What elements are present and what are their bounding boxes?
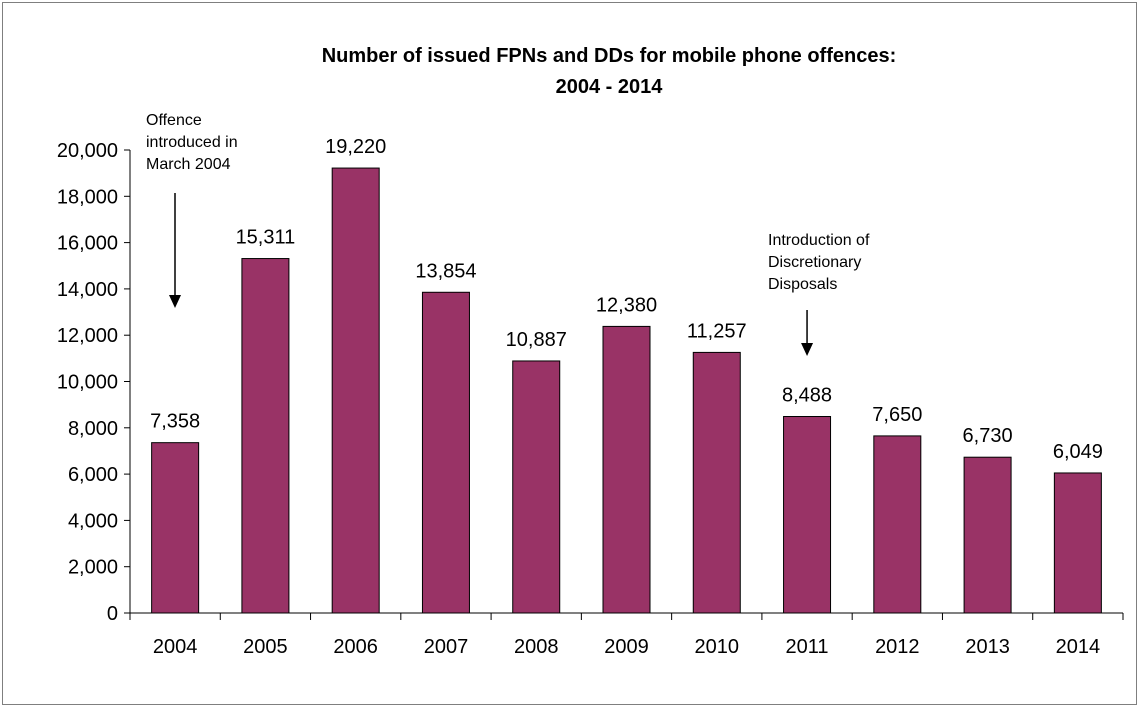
bar [602, 325, 651, 614]
x-tick-label: 2004 [153, 636, 198, 658]
y-tick-label: 8,000 [68, 418, 118, 440]
y-tick-label: 6,000 [68, 464, 118, 486]
data-label: 7,358 [150, 411, 200, 433]
data-label: 13,854 [415, 260, 476, 282]
y-tick-label: 14,000 [57, 279, 118, 301]
annotation-arrow-head [169, 295, 181, 308]
y-tick-label: 20,000 [57, 140, 118, 162]
data-label: 19,220 [325, 136, 386, 158]
data-label: 12,380 [596, 294, 657, 316]
y-axis: 0 2,000 4,000 6,000 8,000 10,000 12,000 14,000 1… [57, 140, 131, 625]
bar [963, 456, 1012, 614]
annotation-text: Disposals [768, 276, 837, 293]
chart-title-line-2: 2004 - 2014 [556, 76, 664, 98]
annotation-text: introduced in [146, 134, 238, 151]
annotations: Offence introduced in March 2004 Introducti… [146, 112, 870, 356]
value-labels: 7,358 15,311 19,220 13,854 10,887 12,380 11,25… [150, 136, 1103, 463]
x-tick-label: 2012 [875, 636, 920, 658]
y-tick-label: 18,000 [57, 186, 118, 208]
y-tick-label: 16,000 [57, 233, 118, 255]
annotation: Offence introduced in March 2004 [146, 112, 238, 308]
x-tick-label: 2011 [786, 636, 829, 658]
data-label: 6,049 [1053, 441, 1103, 463]
y-tick-label: 0 [107, 603, 118, 625]
y-tick-label: 2,000 [68, 557, 118, 579]
x-tick-label: 2005 [243, 636, 288, 658]
x-tick-label: 2009 [604, 636, 649, 658]
x-tick-label: 2010 [695, 636, 740, 658]
x-tick-label: 2007 [424, 636, 469, 658]
bar [692, 351, 741, 614]
data-label: 10,887 [506, 329, 567, 351]
x-tick-label: 2006 [333, 636, 378, 658]
data-label: 11,257 [687, 320, 747, 342]
x-tick-label: 2014 [1056, 636, 1101, 658]
y-tick-label: 12,000 [57, 325, 118, 347]
bar [331, 167, 380, 614]
y-tick-label: 4,000 [68, 510, 118, 532]
y-tick-label: 10,000 [57, 372, 118, 394]
annotation: Introduction of Discretionary Disposals [768, 232, 870, 356]
data-label: 15,311 [236, 227, 296, 249]
annotation-text: Offence [146, 112, 202, 129]
bar [1053, 472, 1102, 614]
data-label: 7,650 [872, 404, 922, 426]
bar [241, 258, 290, 614]
bar [421, 291, 470, 614]
data-label: 8,488 [782, 385, 832, 407]
bar [873, 435, 922, 614]
bar [151, 442, 200, 614]
bar [512, 360, 561, 614]
data-label: 6,730 [963, 425, 1013, 447]
x-axis: 2004 2005 2006 2007 2008 2009 2010 2011 2012 2013… [129, 612, 1124, 658]
bar [783, 416, 832, 614]
x-tick-label: 2008 [514, 636, 559, 658]
chart-title-line-1: Number of issued FPNs and DDs for mobile… [322, 45, 897, 67]
annotation-text: Introduction of [768, 232, 870, 249]
annotation-text: Discretionary [768, 254, 861, 271]
annotation-arrow-head [801, 343, 814, 356]
bars [151, 167, 1102, 614]
x-tick-label: 2013 [965, 636, 1010, 658]
annotation-text: March 2004 [146, 156, 231, 173]
